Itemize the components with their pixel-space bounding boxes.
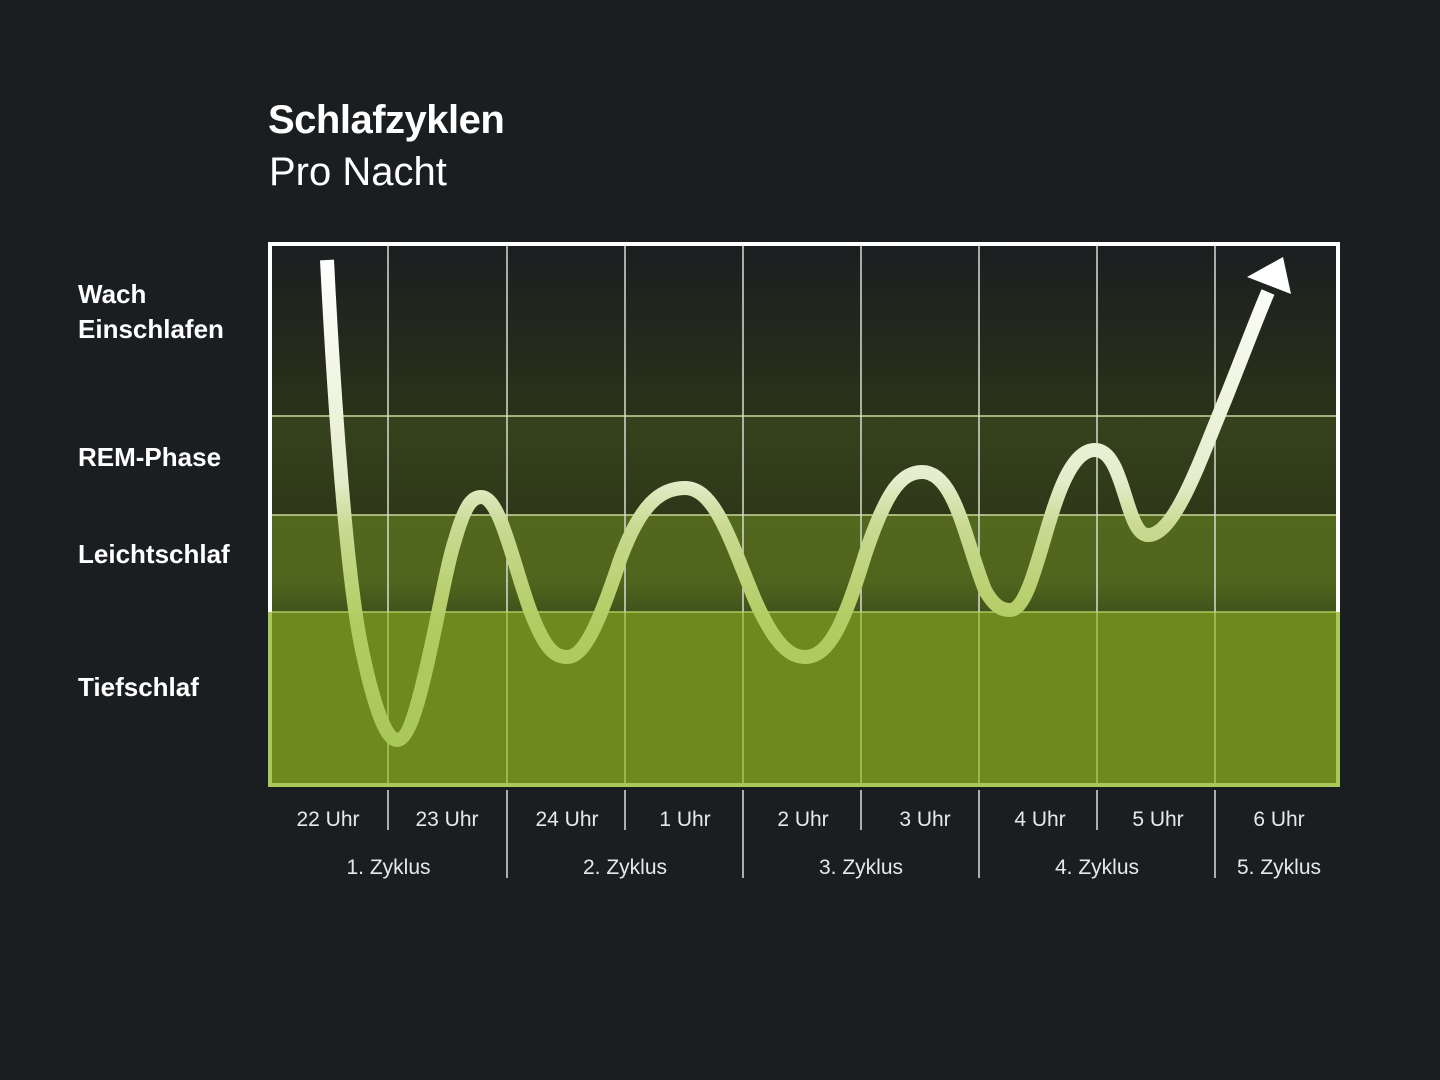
cycle-label-1: 1. Zyklus [346,856,431,879]
x-tick-22-uhr: 22 Uhr [296,808,360,831]
cycle-label-5: 5. Zyklus [1236,856,1322,879]
band-wach [268,242,1340,416]
band-leichtschlaf [268,515,1340,612]
x-tick-4-uhr: 4 Uhr [1014,808,1066,831]
arrow-head-icon [1247,257,1291,294]
y-label-rem-phase: REM-Phase [78,442,222,472]
y-label-tiefschlaf: Tiefschlaf [78,672,199,702]
band-tiefschlaf [268,612,1340,787]
cycle-label-4: 4. Zyklus [1054,856,1140,879]
y-label-leichtschlaf: Leichtschlaf [78,539,230,569]
band-rem [268,416,1340,515]
x-tick-3-uhr: 3 Uhr [899,808,951,831]
vertical-gridlines [387,242,1216,787]
y-label-wach: Wach [78,279,147,309]
x-tick-2-uhr: 2 Uhr [777,808,829,831]
chart-title: Schlafzyklen [268,98,505,142]
cycle-label-3: 3. Zyklus [818,856,904,879]
x-tick-5-uhr: 5 Uhr [1132,808,1184,831]
sleep-depth-curve [320,259,1275,748]
horizontal-gridlines [268,415,1340,613]
chart-subtitle: Pro Nacht [269,150,447,194]
y-label-einschlafen: Einschlafen [78,314,224,344]
cycle-label-2: 2. Zyklus [582,856,668,879]
plot-frame [268,242,1340,787]
x-tick-1-uhr: 1 Uhr [659,808,711,831]
x-tick-23-uhr: 23 Uhr [415,808,479,831]
x-tick-24-uhr: 24 Uhr [535,808,599,831]
x-tick-6-uhr: 6 Uhr [1253,808,1305,831]
